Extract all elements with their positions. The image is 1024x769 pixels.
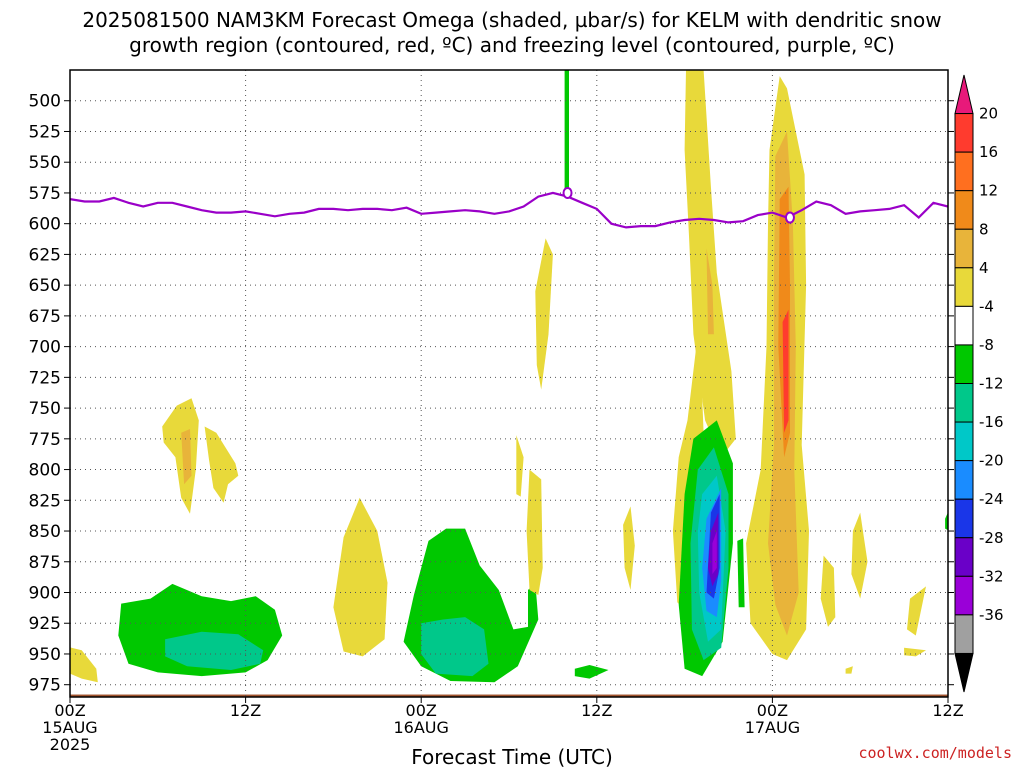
- x-tick-label: 12Z: [230, 701, 261, 720]
- omega-region-sink-d1-a-core: [181, 429, 192, 485]
- colorbar-label: -36: [979, 606, 1004, 624]
- y-tick-label: 750: [29, 399, 61, 419]
- colorbar-segment: [954, 151, 974, 192]
- omega-region-sink-d4-f: [845, 666, 853, 674]
- omega-region-sink-d4-e: [904, 647, 926, 657]
- freezing-level-label: [784, 211, 795, 224]
- freezing-level-line: [70, 191, 948, 229]
- colorbar-segment: [954, 113, 974, 153]
- y-tick-label: 725: [29, 368, 61, 388]
- y-tick-label: 575: [29, 184, 61, 204]
- omega-region-sink-d2-b: [526, 469, 543, 595]
- y-tick-label: 700: [29, 338, 61, 358]
- colorbar-segment: [954, 228, 974, 269]
- omega-region-sink-d2-c: [516, 435, 524, 497]
- chart-title-line1: 2025081500 NAM3KM Forecast Omega (shaded…: [82, 8, 942, 32]
- colorbar-segment: [954, 190, 974, 230]
- plot-frame: [69, 69, 949, 698]
- x-axis-label: Forecast Time (UTC): [411, 745, 613, 769]
- omega-region-sink-d4-c: [851, 512, 868, 599]
- colorbar-segment: [954, 267, 974, 307]
- credit-text: coolwx.com/models: [858, 744, 1012, 762]
- omega-region-sink-d2-d: [623, 506, 635, 590]
- freezing-level-label: [562, 186, 573, 199]
- colorbar-label: 20: [979, 105, 998, 123]
- y-tick-label: 550: [29, 153, 61, 173]
- omega-region-green-rise-d2-c: [564, 70, 569, 190]
- y-tick-label: 675: [29, 307, 61, 327]
- y-tick-label: 800: [29, 461, 61, 481]
- omega-region-rise-d3-violet: [712, 531, 717, 575]
- x-tick-label: 15AUG: [42, 718, 97, 737]
- colorbar-label: 16: [979, 143, 998, 161]
- y-tick-label: 650: [29, 276, 61, 296]
- colorbar-segment: [954, 305, 974, 346]
- omega-region-green-rise-d2-b: [574, 665, 609, 679]
- y-tick-label: 875: [29, 553, 61, 573]
- colorbar-label: -12: [979, 375, 1004, 393]
- colorbar-label: -24: [979, 490, 1004, 508]
- x-tick-label: 00Z: [406, 701, 437, 720]
- colorbar-segment: [954, 614, 974, 654]
- terrain-band: [70, 694, 948, 697]
- y-tick-label: 775: [29, 430, 61, 450]
- colorbar-label: -16: [979, 413, 1004, 431]
- x-tick-label: 16AUG: [393, 718, 448, 737]
- omega-region-green-rise-d3-small: [737, 538, 745, 608]
- colorbar-segment: [954, 344, 974, 384]
- colorbar-segment: [954, 575, 974, 616]
- colorbar-bottom-triangle: [954, 652, 974, 693]
- colorbar-label: -28: [979, 529, 1004, 547]
- y-tick-label: 525: [29, 122, 61, 142]
- colorbar-segment: [954, 421, 974, 462]
- omega-region-sink-d4-max: [782, 309, 789, 433]
- colorbar-top-triangle: [954, 74, 974, 115]
- x-tick-label: 00Z: [54, 701, 85, 720]
- y-tick-label: 950: [29, 645, 61, 665]
- y-tick-label: 500: [29, 92, 61, 112]
- x-tick-label: 17AUG: [745, 718, 800, 737]
- omega-region-sink-d1-a: [162, 398, 199, 514]
- colorbar-label: 12: [979, 182, 998, 200]
- y-tick-label: 825: [29, 491, 61, 511]
- colorbar-label: 8: [979, 220, 989, 238]
- colorbar-segment: [954, 498, 974, 539]
- chart-title-line2: growth region (contoured, red, ºC) and f…: [129, 33, 895, 57]
- y-tick-label: 600: [29, 215, 61, 235]
- omega-region-sink-d1-b: [204, 426, 239, 503]
- x-tick-label: 12Z: [932, 701, 963, 720]
- omega-region-sink-d1-d: [333, 497, 388, 657]
- colorbar-segment: [954, 383, 974, 423]
- y-tick-label: 625: [29, 245, 61, 265]
- colorbar-label: 4: [979, 259, 989, 277]
- omega-region-teal-rise-d1: [165, 631, 264, 670]
- omega-region-sink-d2-a: [535, 238, 553, 390]
- y-tick-label: 975: [29, 676, 61, 696]
- colorbar-label: -20: [979, 452, 1004, 470]
- x-tick-label: 12Z: [581, 701, 612, 720]
- y-tick-label: 925: [29, 614, 61, 634]
- x-tick-label: 2025: [50, 735, 91, 754]
- colorbar-segment: [954, 537, 974, 577]
- colorbar-segment: [954, 460, 974, 500]
- omega-region-sink-d4-b: [820, 555, 836, 627]
- y-tick-label: 850: [29, 522, 61, 542]
- omega-region-sink-d1-c: [70, 647, 98, 683]
- y-tick-label: 900: [29, 584, 61, 604]
- omega-region-sink-d4-d: [907, 586, 926, 636]
- colorbar-label: -4: [979, 297, 994, 315]
- colorbar-label: -32: [979, 567, 1004, 585]
- colorbar-label: -8: [979, 336, 994, 354]
- omega-region-sink-d3-a-core: [706, 248, 714, 335]
- x-tick-label: 00Z: [757, 701, 788, 720]
- omega-region-teal-rise-d2: [421, 617, 489, 677]
